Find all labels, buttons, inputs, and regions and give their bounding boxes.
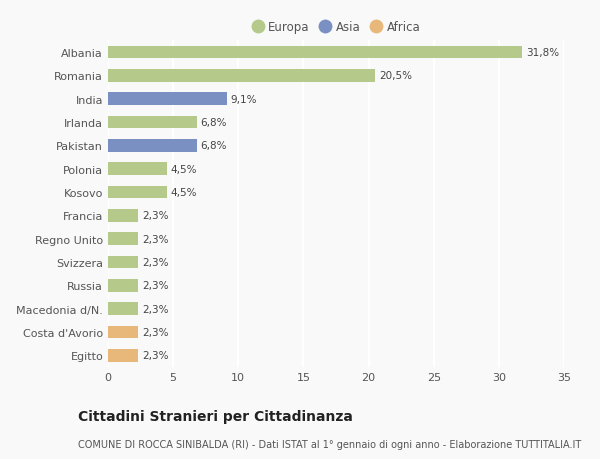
Bar	[108, 209, 138, 222]
Bar	[108, 256, 138, 269]
Text: 20,5%: 20,5%	[379, 71, 412, 81]
Bar	[108, 233, 138, 246]
Text: 9,1%: 9,1%	[230, 95, 257, 105]
Text: 6,8%: 6,8%	[200, 118, 227, 128]
Bar	[108, 93, 227, 106]
Text: 4,5%: 4,5%	[170, 188, 197, 198]
Bar	[108, 46, 523, 59]
Text: 2,3%: 2,3%	[142, 234, 169, 244]
Bar	[108, 70, 375, 83]
Bar	[108, 349, 138, 362]
Text: 31,8%: 31,8%	[526, 48, 559, 58]
Text: 2,3%: 2,3%	[142, 327, 169, 337]
Text: 4,5%: 4,5%	[170, 164, 197, 174]
Bar	[108, 302, 138, 315]
Legend: Europa, Asia, Africa: Europa, Asia, Africa	[248, 18, 424, 38]
Text: Cittadini Stranieri per Cittadinanza: Cittadini Stranieri per Cittadinanza	[78, 409, 353, 423]
Text: 2,3%: 2,3%	[142, 351, 169, 361]
Text: 2,3%: 2,3%	[142, 304, 169, 314]
Bar	[108, 140, 197, 152]
Bar	[108, 117, 197, 129]
Bar	[108, 186, 167, 199]
Text: 2,3%: 2,3%	[142, 211, 169, 221]
Bar	[108, 163, 167, 176]
Text: 2,3%: 2,3%	[142, 257, 169, 268]
Text: 6,8%: 6,8%	[200, 141, 227, 151]
Text: 2,3%: 2,3%	[142, 281, 169, 291]
Bar	[108, 280, 138, 292]
Bar	[108, 326, 138, 339]
Text: COMUNE DI ROCCA SINIBALDA (RI) - Dati ISTAT al 1° gennaio di ogni anno - Elabora: COMUNE DI ROCCA SINIBALDA (RI) - Dati IS…	[78, 440, 581, 449]
